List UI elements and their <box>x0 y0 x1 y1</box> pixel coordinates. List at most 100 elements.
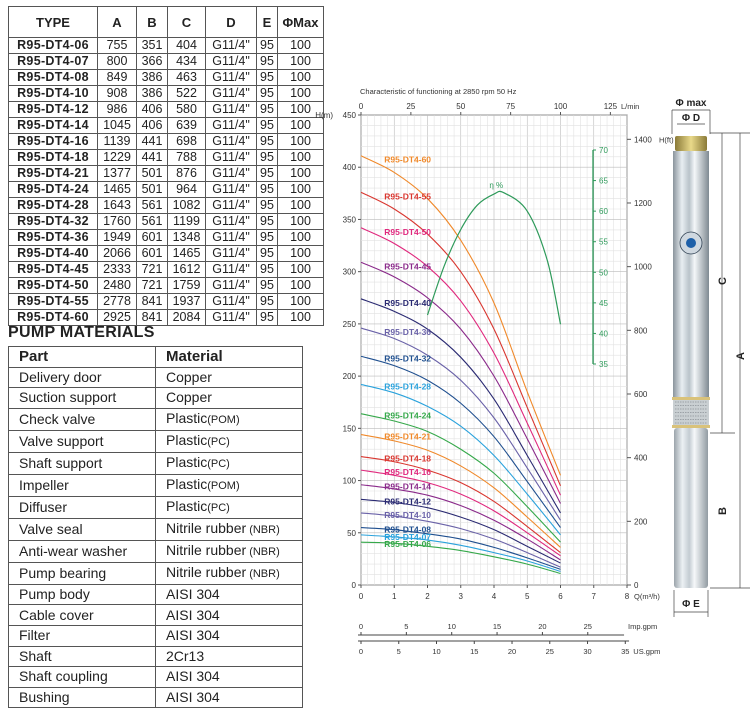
curve-r95-dt4-21 <box>360 434 561 548</box>
svg-text:8: 8 <box>625 592 630 601</box>
svg-text:US.gpm: US.gpm <box>633 647 660 656</box>
table-cell: R95-DT4-32 <box>8 213 98 230</box>
table-cell: G11/4" <box>205 197 257 214</box>
svg-text:0: 0 <box>352 581 357 590</box>
svg-text:100: 100 <box>343 477 357 486</box>
table-cell: 580 <box>167 101 206 118</box>
svg-text:5: 5 <box>397 647 401 656</box>
table-cell: G11/4" <box>205 293 257 310</box>
table-cell: G11/4" <box>205 149 257 166</box>
table-cell: 601 <box>136 229 168 246</box>
table-cell: G11/4" <box>205 261 257 278</box>
svg-text:400: 400 <box>343 163 357 172</box>
part-cell: Bushing <box>8 686 156 708</box>
svg-text:Q(m³/h): Q(m³/h) <box>634 592 660 601</box>
curve-label: R95-DT4-10 <box>384 510 431 520</box>
table-row: R95-DT4-28 1643 561 1082 G11/4" 95 100 <box>8 197 324 214</box>
table-cell: 463 <box>167 69 206 86</box>
svg-text:1: 1 <box>392 592 397 601</box>
part-cell: Anti-wear washer <box>8 539 156 563</box>
part-cell: Delivery door <box>8 366 156 389</box>
table-row: R95-DT4-16 1139 441 698 G11/4" 95 100 <box>8 133 324 150</box>
spec-header-4: D <box>205 6 257 38</box>
curve-r95-dt4-06 <box>360 541 561 575</box>
table-cell: G11/4" <box>205 165 257 182</box>
svg-text:65: 65 <box>599 177 608 186</box>
part-cell: Diffuser <box>8 495 156 519</box>
table-cell: 95 <box>256 37 278 54</box>
curve-label: R95-DT4-14 <box>384 482 431 492</box>
curve-label: R95-DT4-06 <box>384 539 431 549</box>
curve-label: R95-DT4-60 <box>384 155 431 165</box>
svg-text:20: 20 <box>508 647 516 656</box>
table-cell: 351 <box>136 37 168 54</box>
table-cell: 721 <box>136 261 168 278</box>
curve-r95-dt4-14 <box>360 484 561 561</box>
table-cell: R95-DT4-24 <box>8 181 98 198</box>
curve-r95-dt4-55 <box>360 191 562 486</box>
table-row: R95-DT4-60 2925 841 2084 G11/4" 95 100 <box>8 309 324 326</box>
svg-text:60: 60 <box>599 207 608 216</box>
curve-label: R95-DT4-18 <box>384 454 431 464</box>
phi-e-label: Φ E <box>682 599 700 610</box>
table-cell: 95 <box>256 197 278 214</box>
curve-r95-dt4-40 <box>360 298 561 514</box>
table-cell: R95-DT4-07 <box>8 53 98 70</box>
svg-text:350: 350 <box>343 215 357 224</box>
svg-text:300: 300 <box>343 268 357 277</box>
table-row: R95-DT4-06 755 351 404 G11/4" 95 100 <box>8 37 324 54</box>
table-cell: 1759 <box>167 277 206 294</box>
efficiency-curve: η % <box>426 181 562 325</box>
material-row: Valve seal Nitrile rubber (NBR) <box>8 517 303 541</box>
table-cell: 434 <box>167 53 206 70</box>
curve-r95-dt4-60 <box>360 155 562 476</box>
table-cell: R95-DT4-40 <box>8 245 98 262</box>
table-row: R95-DT4-36 1949 601 1348 G11/4" 95 100 <box>8 229 324 246</box>
material-row: Filter AISI 304 <box>8 624 303 647</box>
table-cell: G11/4" <box>205 309 257 326</box>
svg-text:1000: 1000 <box>634 263 652 272</box>
table-row: R95-DT4-10 908 386 522 G11/4" 95 100 <box>8 85 324 102</box>
svg-text:10: 10 <box>448 622 456 631</box>
table-cell: 406 <box>136 117 168 134</box>
svg-text:55: 55 <box>599 238 608 247</box>
material-cell: AISI 304 <box>155 666 303 688</box>
header-material: Material <box>155 346 303 368</box>
curve-label: R95-DT4-28 <box>384 381 431 391</box>
svg-text:600: 600 <box>634 390 648 399</box>
table-cell: 95 <box>256 149 278 166</box>
table-cell: 100 <box>277 133 324 150</box>
table-cell: R95-DT4-16 <box>8 133 98 150</box>
pump-body <box>673 151 709 399</box>
svg-text:L/min: L/min <box>621 102 639 111</box>
svg-text:2: 2 <box>425 592 430 601</box>
flow-conversion-scales: 0 5 10 15 20 25 Imp.gpm 0 5 10 15 20 25 30 35 US.gpm <box>358 622 660 656</box>
svg-text:75: 75 <box>506 102 515 111</box>
svg-text:125: 125 <box>604 102 618 111</box>
curve-r95-dt4-10 <box>360 512 561 568</box>
svg-text:5: 5 <box>525 592 530 601</box>
svg-text:15: 15 <box>493 622 501 631</box>
part-cell: Cable cover <box>8 604 156 626</box>
table-row: R95-DT4-08 849 386 463 G11/4" 95 100 <box>8 69 324 86</box>
spec-table: TYPE A B C D E ΦMax R95-DT4-06 755 351 404 G11/4" 9… <box>8 6 324 326</box>
table-cell: 1348 <box>167 229 206 246</box>
table-cell: 2925 <box>97 309 137 326</box>
curve-r95-dt4-24 <box>360 413 561 543</box>
head-curves: R95-DT4-60 R95-DT4-55 R95-DT4-50 R95-DT4-45… <box>360 155 562 575</box>
material-row: Diffuser Plastic(PC) <box>8 495 303 519</box>
curve-label: R95-DT4-08 <box>384 525 431 535</box>
material-cell: AISI 304 <box>155 624 303 647</box>
table-cell: 95 <box>256 101 278 118</box>
material-row: Anti-wear washer Nitrile rubber (NBR) <box>8 539 303 563</box>
table-cell: 100 <box>277 37 324 54</box>
curve-label: R95-DT4-45 <box>384 261 431 271</box>
material-cell: AISI 304 <box>155 686 303 708</box>
svg-text:1200: 1200 <box>634 199 652 208</box>
svg-text:1400: 1400 <box>634 135 652 144</box>
dim-c-label: C <box>717 277 729 285</box>
curve-r95-dt4-08 <box>360 527 561 570</box>
part-cell: Shaft <box>8 645 156 668</box>
svg-text:200: 200 <box>343 372 357 381</box>
